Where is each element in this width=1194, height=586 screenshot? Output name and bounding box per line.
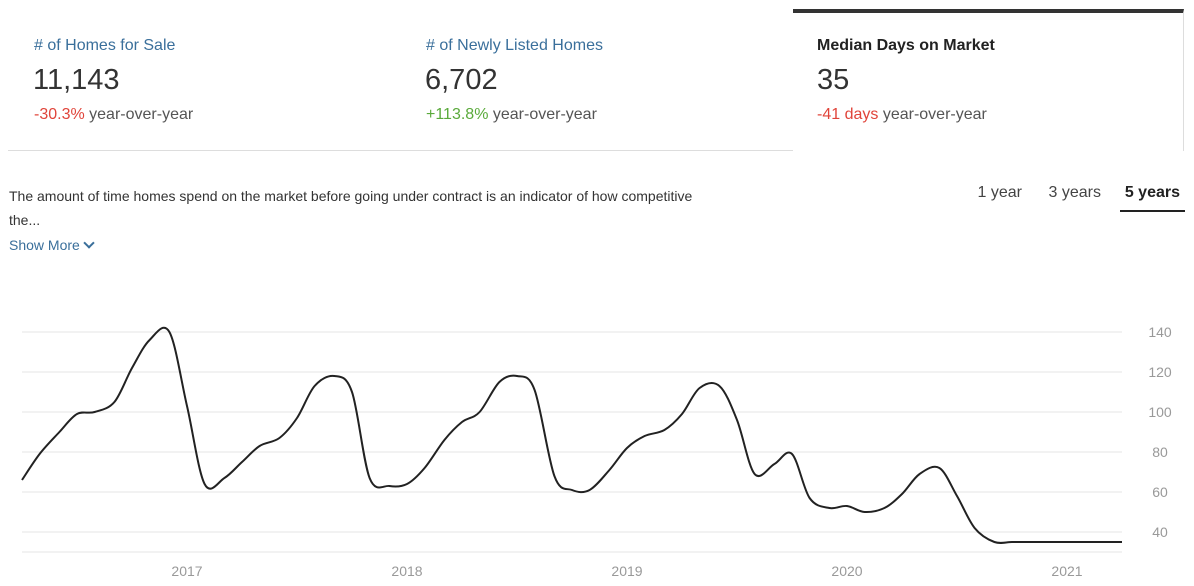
x-tick-label: 2019 [611, 563, 642, 579]
stat-value: 35 [817, 64, 850, 96]
y-tick-label: 140 [1148, 324, 1172, 340]
stat-change-suffix: year-over-year [492, 106, 597, 123]
y-tick-label: 80 [1152, 444, 1168, 460]
stat-change-suffix: year-over-year [89, 106, 194, 123]
median-days-chart: 40 60 80 100 120 140 2017 2018 2019 2020 2021 [21, 324, 1172, 579]
x-tick-label: 2018 [391, 563, 422, 579]
series-line [21, 326, 1122, 545]
stat-change-value: -30.3% [34, 106, 85, 123]
stat-change: -41 days year-over-year [817, 106, 987, 124]
y-tick-label: 120 [1148, 364, 1172, 380]
market-stats: # of Homes for Sale 11,143 -30.3% year-o… [8, 9, 1185, 151]
stat-change-value: +113.8% [426, 106, 489, 123]
stat-value: 6,702 [425, 64, 498, 96]
x-tick-label: 2017 [171, 563, 202, 579]
chart-description: The amount of time homes spend on the ma… [9, 188, 693, 228]
stat-change: -30.3% year-over-year [34, 106, 193, 124]
x-tick-label: 2021 [1051, 563, 1082, 579]
tab-5-years[interactable]: 5 years [1119, 180, 1185, 212]
show-more-label: Show More [9, 237, 80, 253]
stat-change: +113.8% year-over-year [426, 106, 597, 124]
stat-change-value: -41 days [817, 106, 879, 123]
stat-label: # of Newly Listed Homes [426, 37, 603, 54]
stats-divider [8, 150, 793, 151]
y-tick-label: 40 [1152, 524, 1168, 540]
stat-homes-for-sale[interactable]: # of Homes for Sale 11,143 -30.3% year-o… [8, 9, 400, 151]
x-tick-label: 2020 [831, 563, 862, 579]
stat-label: Median Days on Market [817, 37, 995, 54]
y-tick-label: 60 [1152, 484, 1168, 500]
show-more-link[interactable]: Show More [9, 237, 95, 253]
tab-3-years[interactable]: 3 years [1048, 184, 1101, 201]
stat-value: 11,143 [33, 64, 120, 96]
stat-change-suffix: year-over-year [882, 106, 987, 123]
chevron-down-icon [83, 237, 95, 249]
y-tick-label: 100 [1148, 404, 1172, 420]
stat-median-days[interactable]: Median Days on Market 35 -41 days year-o… [793, 9, 1184, 151]
stat-label: # of Homes for Sale [34, 37, 176, 54]
stat-newly-listed[interactable]: # of Newly Listed Homes 6,702 +113.8% ye… [400, 9, 793, 151]
tab-1-year[interactable]: 1 year [977, 184, 1022, 201]
